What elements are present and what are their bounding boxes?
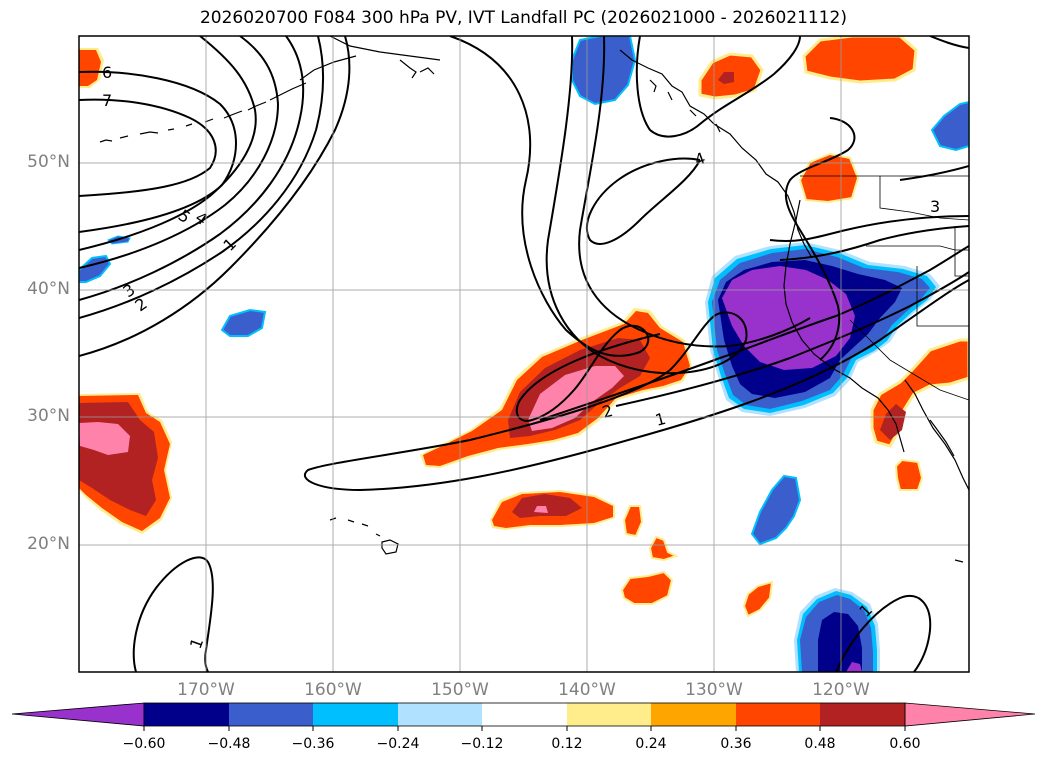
contour-3-east: [769, 215, 969, 243]
contour-2-east: [578, 36, 811, 348]
contour-4-east: [779, 225, 969, 261]
shading-positive-nw: [79, 48, 104, 88]
lon-label-120w: 120°W: [812, 680, 870, 700]
colorbar-tick: 0.24: [635, 736, 667, 752]
contour-3-band: [615, 271, 969, 407]
contour-1-se: [835, 595, 932, 672]
contour-1a: [79, 36, 351, 357]
shading-negative-main: [705, 242, 940, 416]
contour-4: [79, 36, 280, 269]
colorbar-tick: 0.60: [889, 736, 921, 752]
contour-3: [79, 36, 305, 301]
shading-positive-central: [420, 308, 692, 468]
lat-label-40n: 40°N: [27, 279, 70, 299]
pv-contours: [79, 36, 969, 672]
shading-positive-south1: [490, 490, 615, 530]
colorbar-tick: 0.36: [720, 736, 752, 752]
lon-label-130w: 130°W: [685, 680, 743, 700]
contour-5: [79, 36, 257, 251]
contour-label: 1: [653, 409, 668, 430]
contour-3-coast: [784, 117, 856, 361]
contour-2a: [79, 36, 324, 319]
colorbar-tick: −0.48: [207, 736, 251, 752]
colorbar: [11, 702, 1036, 731]
contour-2-central: [449, 36, 661, 422]
contour-6: [79, 70, 237, 233]
colorbar-tick: −0.24: [376, 736, 420, 752]
contour-4-ne: [899, 165, 969, 181]
shading-positive-small: [620, 458, 924, 618]
colorbar-tick: −0.12: [460, 736, 504, 752]
colorbar-tick: 0.12: [551, 736, 583, 752]
lat-label-50n: 50°N: [27, 152, 70, 172]
lon-label-170w: 170°W: [177, 680, 235, 700]
lon-label-140w: 140°W: [558, 680, 616, 700]
shading-positive-west: [79, 393, 172, 534]
contour-label: 3: [930, 197, 940, 216]
contour-1-central: [303, 36, 969, 492]
plot-frame: [78, 35, 970, 673]
map-title: 2026020700 F084 300 hPa PV, IVT Landfall…: [199, 8, 847, 28]
contour-4-north: [635, 36, 801, 138]
shading-negative-south: [750, 474, 880, 672]
lon-label-150w: 150°W: [431, 680, 489, 700]
colorbar-tick: 0.48: [804, 736, 836, 752]
contour-label: 7: [102, 91, 112, 110]
lon-label-160w: 160°W: [304, 680, 362, 700]
colorbar-tick: −0.36: [291, 736, 335, 752]
contour-label: 6: [102, 63, 112, 82]
contour-4-loop: [585, 157, 701, 245]
lat-label-30n: 30°N: [27, 406, 70, 426]
contour-1-south: [132, 556, 214, 672]
contour-3-corner: [929, 36, 969, 49]
gridlines: [79, 36, 969, 672]
contour-7: [79, 98, 217, 197]
colorbar-tick: −0.60: [122, 736, 166, 752]
lat-label-20n: 20°N: [27, 534, 70, 554]
contour-2-band: [539, 245, 969, 421]
